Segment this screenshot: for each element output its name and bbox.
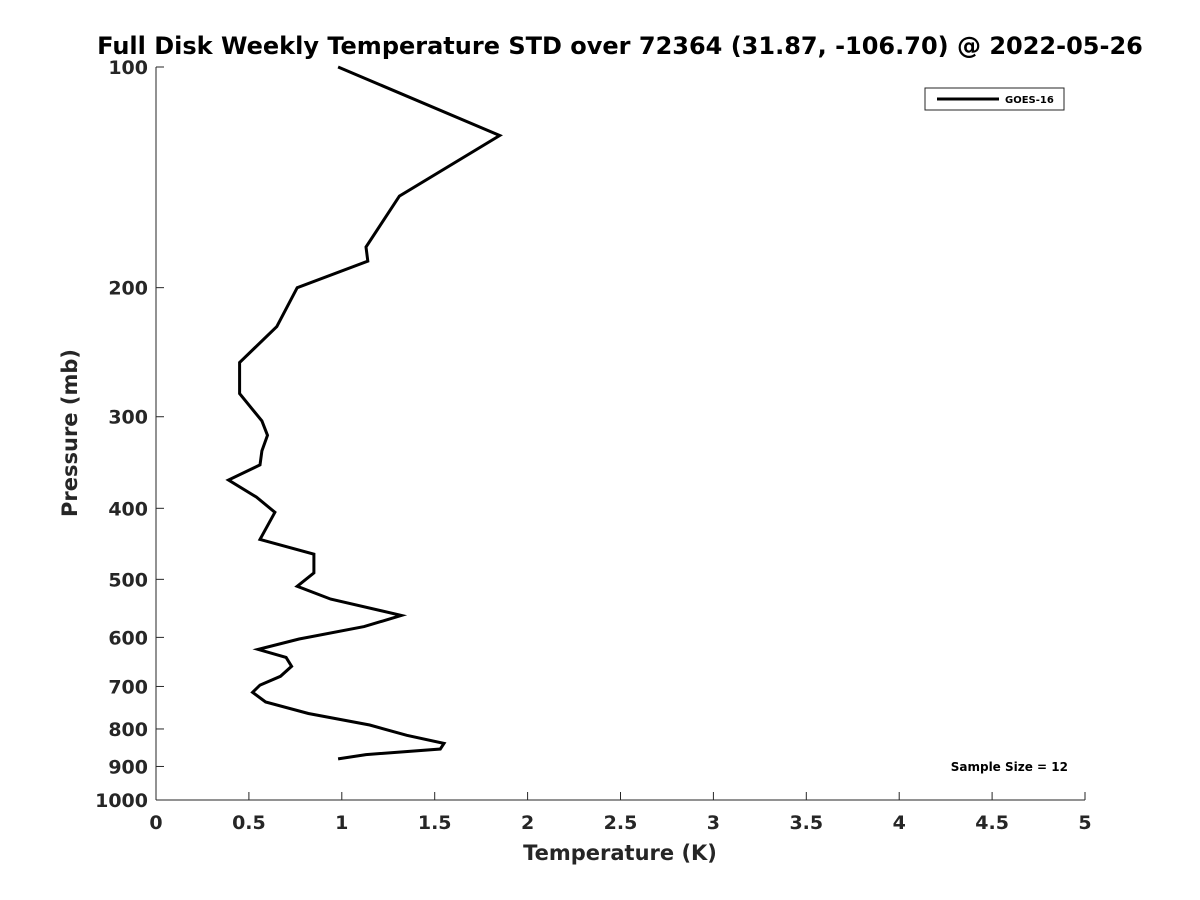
x-tick-label: 4 <box>893 812 906 834</box>
legend: GOES-16 <box>924 87 1065 111</box>
legend-label-goes-16: GOES-16 <box>1005 95 1054 106</box>
y-tick-label: 600 <box>108 627 148 649</box>
x-tick-label: 2 <box>521 812 534 834</box>
y-tick-label: 400 <box>108 498 148 520</box>
y-axis-ticks: 100 200 300 400 500 600 700 800 900 1000 <box>95 57 164 812</box>
plot-area <box>155 67 1085 801</box>
y-tick-label: 1000 <box>95 790 148 812</box>
y-tick-label: 900 <box>108 756 148 778</box>
x-tick-label: 5 <box>1078 812 1091 834</box>
x-tick-label: 1 <box>335 812 348 834</box>
y-tick-label: 800 <box>108 719 148 741</box>
x-tick-label: 0.5 <box>232 812 266 834</box>
chart-title: Full Disk Weekly Temperature STD over 72… <box>97 32 1143 60</box>
x-axis-label: Temperature (K) <box>523 841 717 865</box>
sample-size-annotation: Sample Size = 12 <box>951 760 1068 774</box>
x-tick-label: 0 <box>149 812 162 834</box>
x-tick-label: 1.5 <box>418 812 452 834</box>
x-tick-label: 3 <box>707 812 720 834</box>
x-tick-label: 2.5 <box>604 812 638 834</box>
y-tick-label: 700 <box>108 676 148 698</box>
x-tick-label: 3.5 <box>789 812 823 834</box>
y-tick-label: 500 <box>108 569 148 591</box>
y-tick-label: 200 <box>108 278 148 300</box>
y-axis-label: Pressure (mb) <box>58 349 82 517</box>
series-line-goes-16 <box>225 65 503 761</box>
x-axis-ticks: 0 0.5 1 1.5 2 2.5 3 3.5 4 4.5 5 <box>149 792 1092 834</box>
x-tick-label: 4.5 <box>975 812 1009 834</box>
series-layer <box>225 65 503 761</box>
y-tick-label: 100 <box>108 57 148 79</box>
y-tick-label: 300 <box>108 407 148 429</box>
